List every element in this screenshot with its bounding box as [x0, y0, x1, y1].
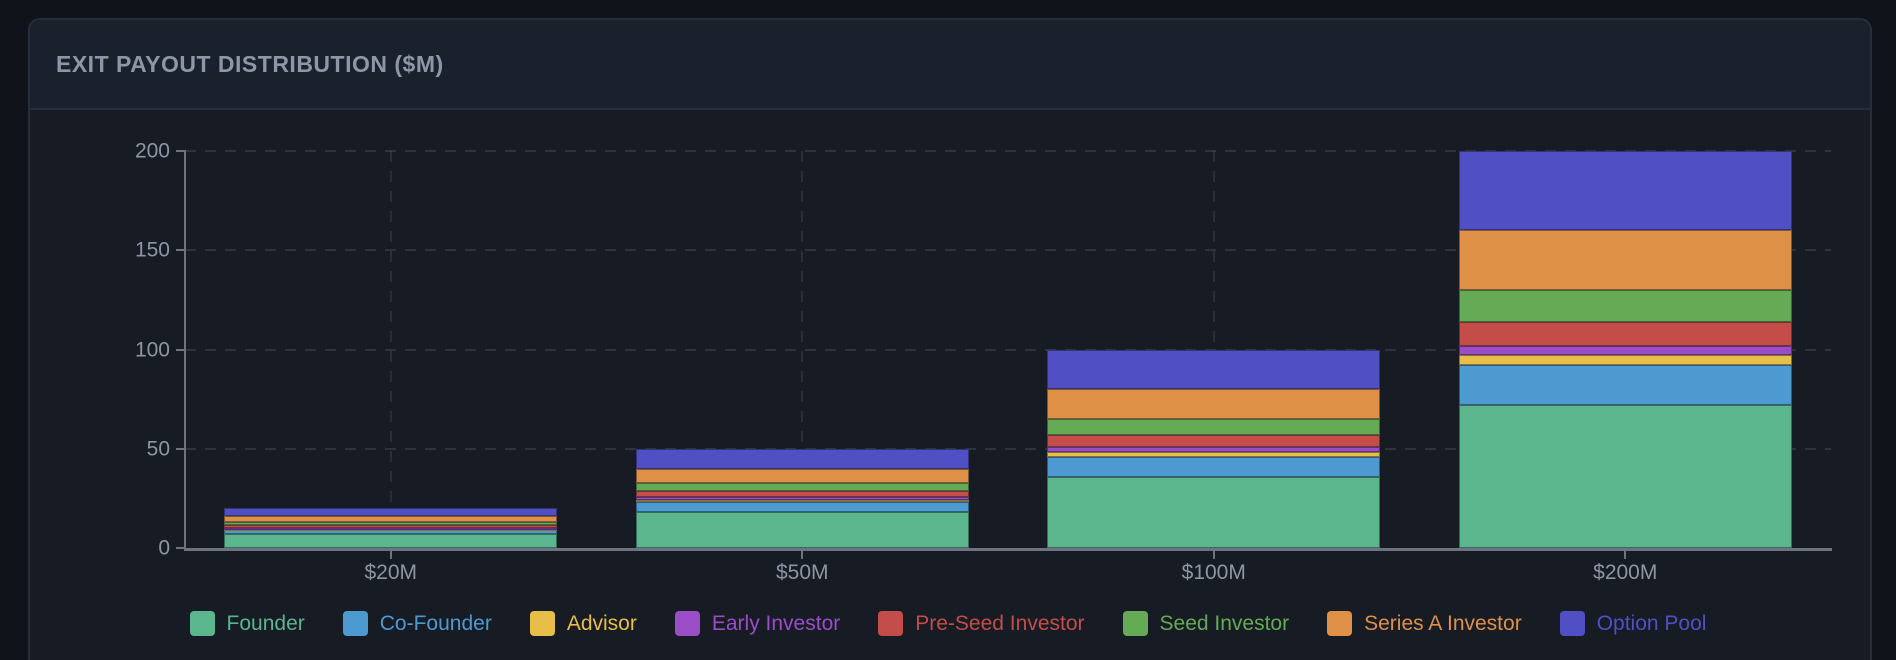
bar-segment-co-founder-50m[interactable]	[635, 502, 969, 513]
x-axis-tick-200m	[1624, 551, 1627, 559]
y-axis-tick-200	[176, 150, 185, 152]
legend-label: Series A Investor	[1364, 611, 1522, 635]
bar-segment-series-a-investor-100m[interactable]	[1047, 389, 1381, 419]
legend-swatch-co-founder	[342, 610, 368, 636]
y-axis-tick-100	[176, 348, 185, 351]
y-axis-tick-label: 50	[146, 437, 170, 461]
bar-segment-pre-seed-investor-20m[interactable]	[224, 525, 558, 528]
bar-segment-advisor-100m[interactable]	[1047, 451, 1381, 457]
h-gridline-200	[185, 150, 1831, 152]
h-gridline-150	[185, 249, 1831, 252]
bar-segment-advisor-200m[interactable]	[1458, 355, 1792, 366]
legend-swatch-seed-investor	[1122, 610, 1148, 636]
bar-segment-early-investor-50m[interactable]	[635, 497, 969, 500]
bar-segment-seed-investor-50m[interactable]	[635, 483, 969, 492]
legend-item-option-pool[interactable]: Option Pool	[1559, 610, 1707, 636]
x-axis-tick-label: $200M	[1593, 561, 1658, 584]
x-axis-tick-label: $20M	[364, 561, 418, 584]
bar-segment-pre-seed-investor-50m[interactable]	[635, 491, 969, 498]
legend-label: Option Pool	[1596, 611, 1707, 635]
y-axis-tick-0	[176, 547, 185, 549]
bar-segment-early-investor-100m[interactable]	[1047, 446, 1381, 452]
bar-segment-series-a-investor-20m[interactable]	[224, 516, 558, 523]
v-gridline-50m	[801, 151, 804, 548]
y-axis-line	[184, 150, 186, 549]
legend-swatch-founder	[189, 610, 215, 636]
legend-item-series-a-investor[interactable]: Series A Investor	[1327, 610, 1522, 636]
bar-segment-co-founder-200m[interactable]	[1458, 365, 1792, 406]
bar-segment-pre-seed-investor-100m[interactable]	[1047, 434, 1381, 447]
legend-item-founder[interactable]: Founder	[189, 610, 305, 636]
x-axis-tick-100m	[1212, 551, 1215, 559]
legend-label: Early Investor	[711, 611, 841, 635]
x-axis-line	[184, 548, 1832, 551]
bar-segment-seed-investor-20m[interactable]	[224, 522, 558, 526]
h-gridline-100	[185, 348, 1831, 351]
legend-swatch-early-investor	[674, 610, 700, 636]
bar-segment-series-a-investor-50m[interactable]	[635, 468, 969, 484]
bar-segment-option-pool-200m[interactable]	[1458, 151, 1792, 231]
legend-item-pre-seed-investor[interactable]: Pre-Seed Investor	[878, 610, 1085, 636]
legend-item-advisor[interactable]: Advisor	[529, 610, 637, 636]
legend-swatch-series-a-investor	[1327, 610, 1353, 636]
legend-swatch-pre-seed-investor	[878, 610, 904, 636]
chart-legend: Founder Co-Founder Advisor Early Investor Pr…	[0, 603, 1896, 643]
bar-segment-pre-seed-investor-200m[interactable]	[1458, 321, 1792, 346]
x-axis-tick-label: $100M	[1181, 561, 1246, 584]
legend-label: Pre-Seed Investor	[915, 611, 1085, 635]
panel-header: EXIT PAYOUT DISTRIBUTION ($M)	[30, 20, 1870, 110]
legend-item-seed-investor[interactable]: Seed Investor	[1122, 610, 1290, 636]
x-axis-tick-label: $50M	[775, 561, 829, 584]
legend-label: Founder	[226, 611, 305, 635]
bar-segment-option-pool-20m[interactable]	[224, 508, 558, 517]
bar-segment-option-pool-100m[interactable]	[1047, 349, 1381, 390]
bar-segment-advisor-50m[interactable]	[635, 499, 969, 503]
bar-segment-early-investor-200m[interactable]	[1458, 345, 1792, 356]
bar-segment-founder-200m[interactable]	[1458, 405, 1792, 548]
legend-item-early-investor[interactable]: Early Investor	[674, 610, 841, 636]
bar-segment-founder-100m[interactable]	[1047, 476, 1381, 548]
panel-title: EXIT PAYOUT DISTRIBUTION ($M)	[56, 50, 444, 77]
y-axis-tick-label: 150	[134, 238, 170, 262]
x-axis-tick-50m	[801, 551, 804, 559]
bar-segment-series-a-investor-200m[interactable]	[1458, 230, 1792, 290]
legend-swatch-option-pool	[1559, 610, 1585, 636]
bar-segment-early-investor-20m[interactable]	[224, 527, 558, 530]
bar-segment-co-founder-100m[interactable]	[1047, 456, 1381, 477]
x-axis-tick-20m	[389, 551, 392, 559]
bar-segment-seed-investor-100m[interactable]	[1047, 418, 1381, 435]
bar-segment-founder-50m[interactable]	[635, 512, 969, 548]
legend-label: Advisor	[566, 611, 637, 635]
legend-swatch-advisor	[529, 610, 555, 636]
legend-label: Seed Investor	[1159, 611, 1290, 635]
v-gridline-20m	[389, 151, 392, 548]
y-axis-tick-150	[176, 249, 185, 252]
bar-segment-seed-investor-200m[interactable]	[1458, 289, 1792, 322]
legend-label: Co-Founder	[379, 611, 492, 635]
h-gridline-50	[185, 447, 1831, 450]
bar-segment-option-pool-50m[interactable]	[635, 448, 969, 469]
bar-segment-founder-20m[interactable]	[224, 533, 558, 548]
y-axis-tick-label: 0	[158, 536, 170, 560]
y-axis-tick-label: 100	[134, 338, 170, 361]
legend-item-co-founder[interactable]: Co-Founder	[342, 610, 492, 636]
y-axis-tick-50	[176, 447, 185, 450]
y-axis-tick-label: 200	[134, 139, 170, 163]
